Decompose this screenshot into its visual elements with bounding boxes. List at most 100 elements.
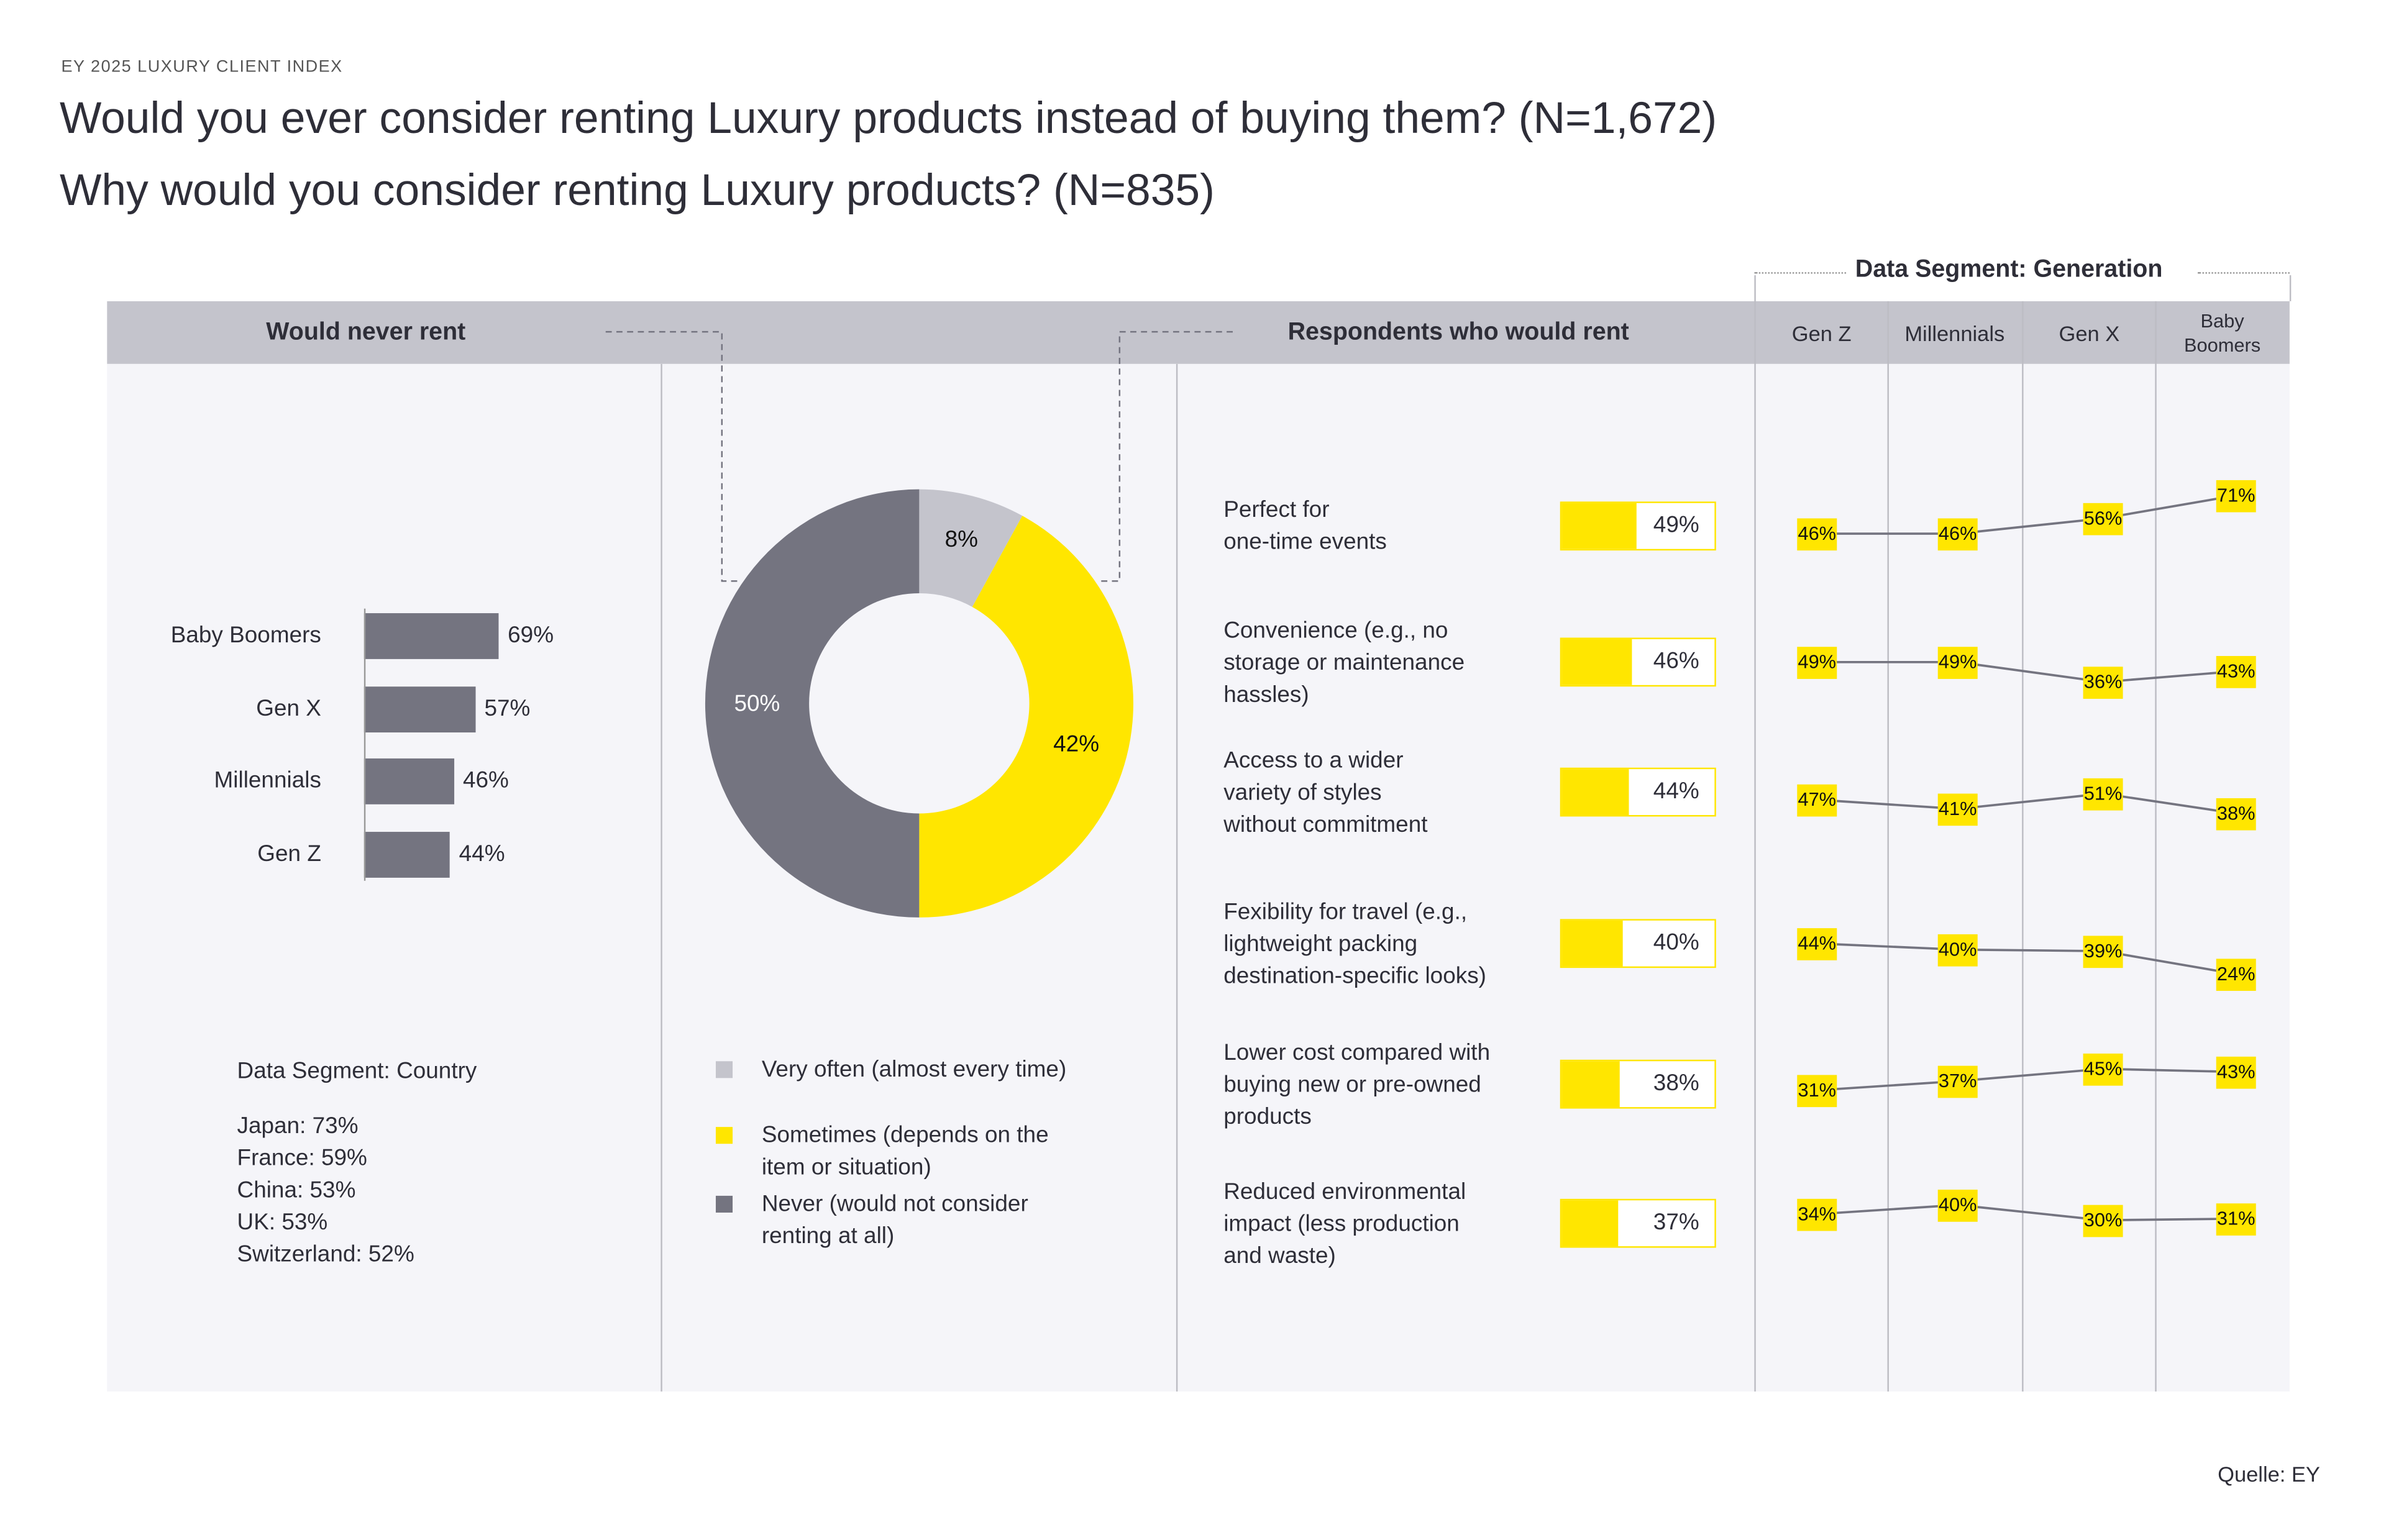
generation-series-line xyxy=(1817,942,2237,975)
bar-category-label: Gen Z xyxy=(257,841,321,867)
generation-series-line xyxy=(1817,660,2236,683)
donut-value-label: 8% xyxy=(945,526,978,552)
bar-axis xyxy=(363,608,366,881)
country-item: Japan: 73% xyxy=(237,1113,359,1139)
reason-bar: 38% xyxy=(1560,1059,1716,1109)
reason-value-label: 37% xyxy=(1653,1210,1699,1236)
generation-point-label: 49% xyxy=(1797,647,1837,679)
generation-point-label: 43% xyxy=(2216,1056,2256,1089)
source-note: Quelle: EY xyxy=(2218,1462,2320,1487)
legend-label: Never (would not consider xyxy=(761,1191,1028,1218)
header-millennials: Millennials xyxy=(1904,321,2005,346)
legend-label: Very often (almost every time) xyxy=(761,1056,1067,1083)
generation-point-label: 45% xyxy=(2083,1053,2123,1086)
bar-category-label: Millennials xyxy=(214,767,321,794)
divider xyxy=(2022,301,2024,1392)
generation-point-label: 31% xyxy=(2216,1203,2256,1236)
donut-slice xyxy=(919,516,1133,918)
reason-bar: 40% xyxy=(1560,919,1716,968)
reason-label: destination-specific looks) xyxy=(1223,962,1486,989)
header-gen-x: Gen X xyxy=(2059,321,2120,346)
donut-value-label: 50% xyxy=(734,691,780,716)
reason-label: Lower cost compared with xyxy=(1223,1039,1491,1065)
reason-bar-fill xyxy=(1561,769,1629,815)
dashed-connector-right xyxy=(1098,330,1233,582)
bar xyxy=(363,686,475,733)
dotted-rule xyxy=(1754,272,1847,274)
reason-value-label: 38% xyxy=(1653,1070,1699,1096)
generation-point-label: 49% xyxy=(1937,647,1978,679)
reason-bar-fill xyxy=(1561,1061,1620,1108)
generation-point-label: 41% xyxy=(1937,793,1978,826)
bar-value-label: 46% xyxy=(462,767,509,794)
reason-value-label: 46% xyxy=(1653,648,1699,675)
legend-label: renting at all) xyxy=(761,1223,895,1250)
bar-category-label: Baby Boomers xyxy=(170,622,321,649)
generation-point-label: 37% xyxy=(1937,1065,1978,1098)
donut-slice xyxy=(705,489,920,918)
generation-point-label: 46% xyxy=(1937,518,1978,551)
generation-point-label: 44% xyxy=(1797,928,1837,960)
generation-point-label: 47% xyxy=(1797,784,1837,817)
reason-bar: 49% xyxy=(1560,501,1716,551)
content-panel xyxy=(107,363,2290,1392)
reason-bar: 46% xyxy=(1560,637,1716,687)
divider xyxy=(2155,301,2157,1392)
generation-point-label: 34% xyxy=(1797,1198,1837,1231)
title-2: Why would you consider renting Luxury pr… xyxy=(59,166,1215,216)
header-would-rent: Respondents who would rent xyxy=(1287,319,1629,346)
reason-label: storage or maintenance xyxy=(1223,649,1465,675)
reason-bar-fill xyxy=(1561,639,1632,685)
generation-series-line xyxy=(1817,494,2237,535)
header-never-rent: Would never rent xyxy=(266,319,466,346)
generation-point-label: 24% xyxy=(2216,959,2256,991)
bar-category-label: Gen X xyxy=(256,695,321,722)
divider xyxy=(1887,301,1889,1392)
donut-slice xyxy=(919,489,1023,607)
reason-value-label: 49% xyxy=(1653,512,1699,539)
legend-swatch xyxy=(715,1195,733,1213)
reason-bar-fill xyxy=(1561,1200,1619,1247)
reason-bar-fill xyxy=(1561,503,1637,549)
header-gen-z: Gen Z xyxy=(1791,321,1852,346)
reason-label: one-time events xyxy=(1223,529,1387,555)
generation-series-line xyxy=(1817,1067,2236,1091)
generation-series-line xyxy=(1817,1203,2236,1222)
divider xyxy=(1176,363,1178,1392)
generation-point-label: 30% xyxy=(2083,1205,2123,1237)
generation-series-line xyxy=(1817,792,2236,815)
generation-point-label: 36% xyxy=(2083,667,2123,699)
divider xyxy=(660,363,662,1392)
title-1: Would you ever consider renting Luxury p… xyxy=(59,94,1717,144)
generation-segment-header: Data Segment: Generation xyxy=(1754,257,2290,288)
legend-swatch xyxy=(715,1127,733,1144)
country-item: China: 53% xyxy=(237,1177,356,1204)
reason-label: Convenience (e.g., no xyxy=(1223,617,1448,644)
generation-point-label: 71% xyxy=(2216,480,2256,513)
bar xyxy=(363,758,454,804)
bar xyxy=(363,832,450,878)
bar-value-label: 69% xyxy=(508,622,554,649)
legend-label: item or situation) xyxy=(761,1154,931,1181)
divider xyxy=(2289,275,2292,301)
reason-label: variety of styles xyxy=(1223,779,1382,805)
country-item: Switzerland: 52% xyxy=(237,1241,414,1268)
reason-label: Access to a wider xyxy=(1223,747,1404,773)
generation-point-label: 38% xyxy=(2216,798,2256,831)
reason-bar: 44% xyxy=(1560,767,1716,817)
generation-point-label: 40% xyxy=(1937,1190,1978,1222)
reason-label: buying new or pre-owned xyxy=(1223,1071,1481,1098)
generation-point-label: 56% xyxy=(2083,503,2123,535)
generation-point-label: 46% xyxy=(1797,518,1837,551)
dotted-rule xyxy=(2198,272,2290,274)
reason-label: without commitment xyxy=(1223,811,1428,837)
reason-label: Reduced environmental xyxy=(1223,1178,1466,1205)
generation-point-label: 31% xyxy=(1797,1075,1837,1108)
bar-value-label: 44% xyxy=(459,841,505,867)
country-item: UK: 53% xyxy=(237,1210,328,1236)
header-baby-boomers: Baby Boomers xyxy=(2183,310,2261,357)
